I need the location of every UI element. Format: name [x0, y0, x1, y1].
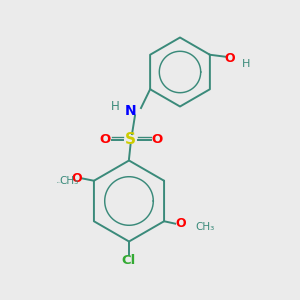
Text: N: N — [125, 104, 136, 118]
Text: CH₃: CH₃ — [59, 176, 78, 186]
Text: O: O — [175, 217, 186, 230]
Text: O: O — [224, 52, 235, 65]
Text: O: O — [152, 133, 163, 146]
Text: methoxy: methoxy — [57, 181, 63, 183]
Text: S: S — [125, 132, 136, 147]
Text: Cl: Cl — [122, 254, 136, 268]
Text: H: H — [242, 59, 250, 69]
Text: CH₃: CH₃ — [195, 222, 214, 232]
Text: O: O — [71, 172, 82, 185]
Text: H: H — [111, 100, 120, 113]
Text: O: O — [99, 133, 111, 146]
